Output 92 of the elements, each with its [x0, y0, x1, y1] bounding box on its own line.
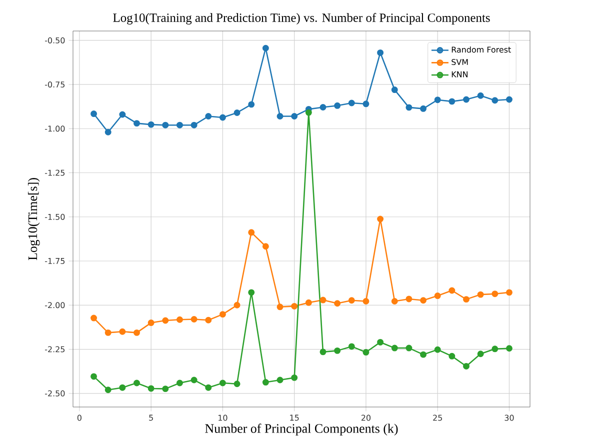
point [391, 86, 398, 94]
point [320, 296, 326, 304]
point [162, 317, 169, 324]
point [291, 302, 298, 310]
point [477, 92, 484, 99]
point [248, 289, 255, 296]
point [148, 320, 154, 326]
point [492, 346, 498, 352]
point [492, 290, 498, 298]
point [219, 380, 226, 386]
point [320, 348, 326, 356]
point [448, 352, 456, 360]
point [176, 380, 183, 386]
x-axis-title: Number of Principal Components (k) [205, 424, 398, 436]
point [434, 346, 441, 353]
point [391, 298, 398, 304]
point [162, 122, 169, 128]
point [362, 298, 370, 304]
point [134, 329, 140, 336]
point [334, 300, 341, 307]
point [262, 243, 269, 250]
point [506, 345, 512, 352]
point [506, 96, 512, 103]
point [448, 98, 456, 105]
point [234, 380, 240, 388]
point [334, 347, 341, 354]
point [134, 120, 140, 127]
point [377, 338, 384, 346]
point [463, 296, 470, 303]
point [119, 384, 126, 391]
point [90, 314, 98, 322]
point [477, 291, 484, 298]
point [205, 316, 212, 324]
point [205, 113, 212, 120]
point [434, 292, 441, 300]
point [219, 311, 226, 318]
point [348, 343, 355, 350]
point [348, 100, 355, 106]
point [406, 344, 412, 352]
point [291, 374, 298, 381]
point [406, 104, 412, 111]
point [190, 376, 198, 384]
point [134, 380, 140, 386]
point [190, 122, 198, 128]
point [190, 316, 198, 323]
point [148, 385, 154, 392]
point [463, 362, 470, 370]
point [377, 49, 384, 56]
point [234, 109, 240, 116]
point [406, 296, 412, 302]
point [234, 302, 240, 308]
point [434, 96, 441, 104]
point [377, 216, 384, 222]
point [506, 289, 512, 296]
point [119, 111, 126, 118]
point [104, 386, 112, 394]
point [248, 101, 255, 108]
point [205, 384, 212, 391]
point [119, 328, 126, 335]
point [463, 96, 470, 103]
point [334, 102, 341, 109]
point [448, 287, 456, 294]
point [276, 376, 284, 384]
point [276, 304, 284, 310]
point [176, 316, 183, 323]
point [104, 329, 112, 336]
point [248, 229, 255, 236]
point [291, 113, 298, 120]
point [162, 386, 169, 392]
point [276, 113, 284, 120]
point [477, 350, 484, 358]
point [262, 379, 269, 386]
chart-title: Log10(Training and Prediction Time) vs. Number of Principal Components [113, 13, 490, 24]
point [305, 299, 312, 306]
point [305, 109, 312, 116]
point [420, 351, 427, 358]
point [348, 297, 355, 304]
point [262, 44, 269, 52]
point [391, 344, 398, 352]
point [320, 104, 326, 110]
point [148, 121, 154, 128]
point [420, 105, 427, 112]
y-axis-title: Log10(Time[s]) [28, 178, 40, 260]
point [219, 114, 226, 121]
point [176, 122, 183, 128]
point [90, 110, 98, 118]
point [90, 373, 98, 380]
point [104, 128, 112, 136]
point [362, 100, 370, 108]
point [362, 349, 370, 356]
point [420, 297, 427, 304]
point [492, 97, 498, 104]
